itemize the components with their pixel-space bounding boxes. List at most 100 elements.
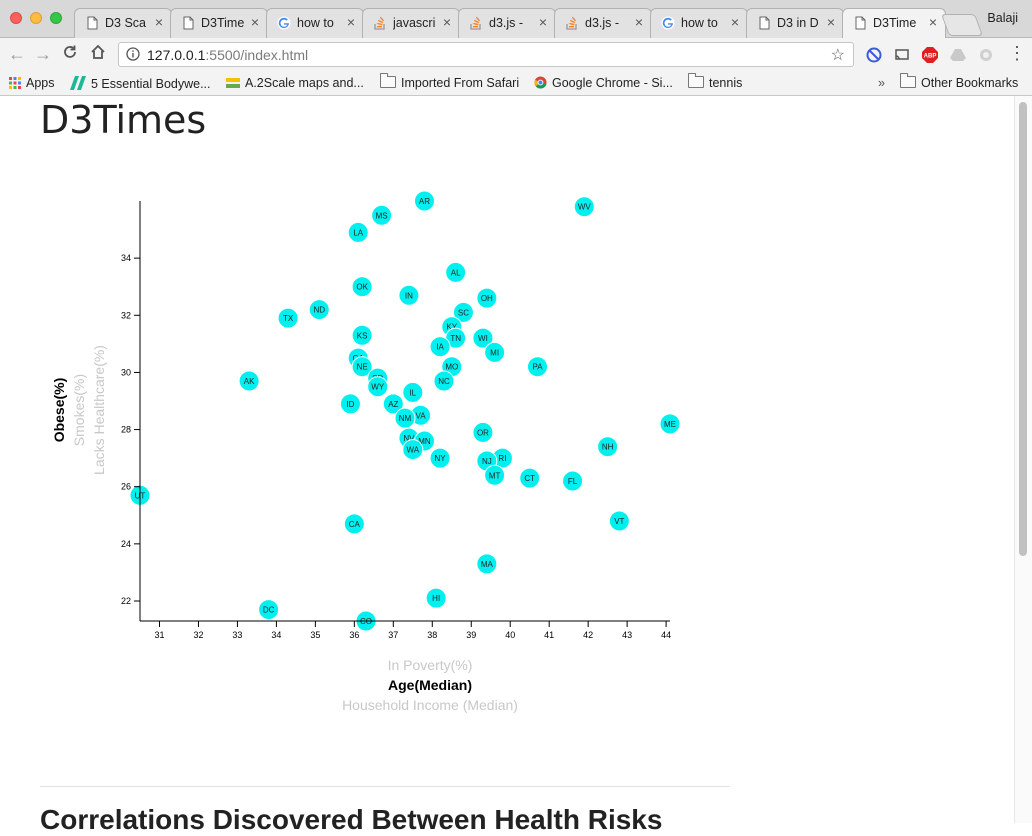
state-marker[interactable]: CT (519, 467, 541, 489)
close-tab-icon[interactable]: × (634, 14, 643, 30)
bookmark-star-icon[interactable]: ☆ (830, 47, 845, 64)
browser-tab[interactable]: D3 in D × (746, 8, 844, 38)
state-circle[interactable] (402, 381, 424, 403)
state-circle[interactable] (519, 467, 541, 489)
x-axis-option-label[interactable]: Household Income (Median) (342, 697, 518, 713)
browser-tab[interactable]: D3 Sca × (74, 8, 172, 38)
state-marker[interactable]: KS (351, 324, 373, 346)
state-circle[interactable] (394, 407, 416, 429)
state-marker[interactable]: ME (659, 413, 681, 435)
menu-kebab-icon[interactable]: ⋮ (1008, 43, 1026, 63)
state-marker[interactable]: WV (573, 196, 595, 218)
home-icon[interactable] (90, 44, 106, 64)
state-circle[interactable] (429, 447, 451, 469)
state-marker[interactable]: DC (258, 599, 280, 621)
state-marker[interactable]: VT (608, 510, 630, 532)
state-marker[interactable]: OH (476, 287, 498, 309)
state-circle[interactable] (277, 307, 299, 329)
close-tab-icon[interactable]: × (346, 14, 355, 30)
scrollbar-thumb[interactable] (1019, 102, 1027, 556)
state-marker[interactable]: ID (339, 393, 361, 415)
browser-tab[interactable]: javascri × (362, 8, 460, 38)
browser-tab[interactable]: how to × (650, 8, 748, 38)
drive-icon[interactable] (950, 47, 966, 63)
state-marker[interactable]: WA (402, 439, 424, 461)
reload-icon[interactable] (62, 44, 78, 64)
y-axis-option-label[interactable]: Smokes(%) (71, 374, 87, 446)
bookmark-bodyweight[interactable]: 5 Essential Bodywe... (70, 76, 211, 91)
state-marker[interactable]: AL (445, 261, 467, 283)
close-tab-icon[interactable]: × (250, 14, 259, 30)
state-marker[interactable]: AZ (382, 393, 404, 415)
bookmarks-overflow-chevron-icon[interactable]: » (878, 76, 885, 90)
new-tab-button[interactable] (940, 14, 984, 36)
x-axis-option-label[interactable]: Age(Median) (388, 677, 472, 693)
state-marker[interactable]: WY (367, 376, 389, 398)
info-icon[interactable] (126, 47, 140, 61)
block-icon[interactable] (866, 47, 882, 63)
state-marker[interactable]: MI (484, 341, 506, 363)
state-marker[interactable]: SC (452, 301, 474, 323)
state-circle[interactable] (308, 299, 330, 321)
state-circle[interactable] (367, 376, 389, 398)
state-marker[interactable]: WI (472, 327, 494, 349)
state-marker[interactable]: FL (562, 470, 584, 492)
browser-tab[interactable]: d3.js - × (458, 8, 556, 38)
state-circle[interactable] (351, 324, 373, 346)
browser-tab[interactable]: d3.js - × (554, 8, 652, 38)
state-circle[interactable] (347, 221, 369, 243)
state-circle[interactable] (258, 599, 280, 621)
close-tab-icon[interactable]: × (442, 14, 451, 30)
tab-active[interactable]: D3Time × (842, 8, 946, 39)
state-marker[interactable]: MA (476, 553, 498, 575)
profile-name[interactable]: Balaji (987, 11, 1018, 25)
state-marker[interactable]: OR (472, 421, 494, 443)
bookmark-folder-tennis[interactable]: tennis (688, 73, 742, 90)
state-circle[interactable] (476, 553, 498, 575)
state-circle[interactable] (339, 393, 361, 415)
state-circle[interactable] (484, 341, 506, 363)
forward-arrow-icon[interactable]: → (34, 44, 52, 64)
state-circle[interactable] (597, 436, 619, 458)
state-marker[interactable]: IN (398, 284, 420, 306)
state-circle[interactable] (433, 370, 455, 392)
state-marker[interactable]: IL (402, 381, 424, 403)
state-circle[interactable] (351, 276, 373, 298)
back-arrow-icon[interactable]: ← (8, 44, 26, 64)
close-tab-icon[interactable]: × (154, 14, 163, 30)
state-circle[interactable] (562, 470, 584, 492)
bookmark-scale-maps[interactable]: A.2Scale maps and... (226, 76, 364, 90)
state-circle[interactable] (402, 439, 424, 461)
state-circle[interactable] (452, 301, 474, 323)
state-circle[interactable] (371, 204, 393, 226)
state-marker[interactable]: NC (433, 370, 455, 392)
browser-tab[interactable]: D3Time × (170, 8, 268, 38)
state-marker[interactable]: AR (413, 190, 435, 212)
state-circle[interactable] (659, 413, 681, 435)
state-marker[interactable]: MS (371, 204, 393, 226)
state-marker[interactable]: ND (308, 299, 330, 321)
close-window-button[interactable] (10, 12, 22, 24)
minimize-window-button[interactable] (30, 12, 42, 24)
state-circle[interactable] (527, 356, 548, 378)
state-marker[interactable]: CA (343, 513, 365, 535)
state-marker[interactable]: NM (394, 407, 416, 429)
bookmark-folder-safari[interactable]: Imported From Safari (380, 73, 519, 90)
state-circle[interactable] (608, 510, 630, 532)
state-circle[interactable] (382, 393, 404, 415)
vertical-scrollbar[interactable] (1014, 96, 1032, 823)
state-circle[interactable] (238, 370, 260, 392)
close-tab-icon[interactable]: × (730, 14, 739, 30)
state-marker[interactable]: PA (527, 356, 548, 378)
state-circle[interactable] (476, 287, 498, 309)
state-marker[interactable]: RI (491, 447, 513, 469)
state-circle[interactable] (429, 336, 451, 358)
state-marker[interactable]: AK (238, 370, 260, 392)
bookmark-folder-other[interactable]: Other Bookmarks (900, 73, 1018, 90)
browser-tab[interactable]: how to × (266, 8, 364, 38)
bookmark-chrome[interactable]: Google Chrome - Si... (534, 76, 673, 90)
adblock-icon[interactable]: ABP (922, 47, 938, 63)
state-circle[interactable] (484, 464, 506, 486)
state-marker[interactable]: TX (277, 307, 299, 329)
cast-icon[interactable] (894, 47, 910, 63)
